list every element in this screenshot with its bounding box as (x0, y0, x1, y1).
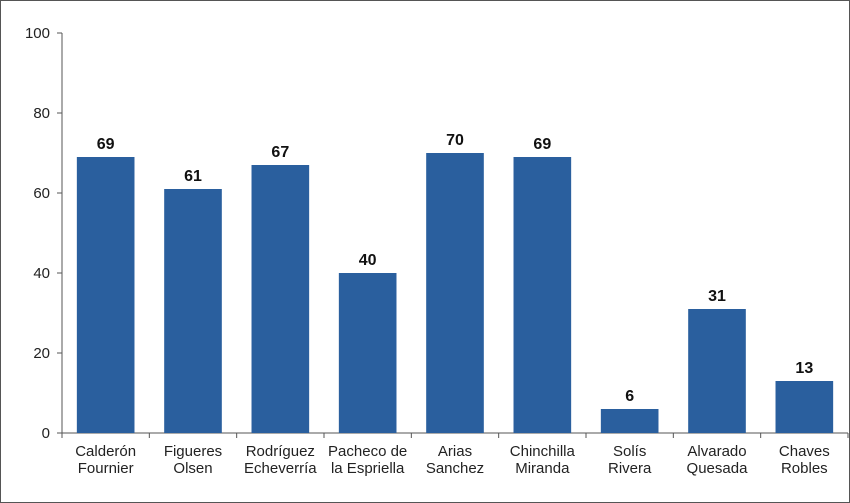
x-category-label: Robles (781, 460, 828, 477)
x-category-label: Solís (613, 443, 646, 460)
bar (775, 381, 834, 433)
x-category-label: Alvarado (687, 443, 746, 460)
x-category-label: Quesada (687, 460, 749, 477)
bar (513, 157, 572, 433)
x-category-label: Rivera (608, 460, 652, 477)
x-category-label: Miranda (515, 460, 570, 477)
bar-series (76, 153, 834, 433)
bar-value-label: 6 (625, 388, 634, 405)
x-category-label: Olsen (173, 460, 212, 477)
x-category-label: Chaves (779, 443, 830, 460)
x-category-label: Arias (438, 443, 472, 460)
bar-value-label: 13 (795, 360, 813, 377)
bar-value-label: 69 (97, 136, 115, 153)
bar (164, 189, 222, 433)
x-category-label: Sanchez (426, 460, 484, 477)
y-axis: 0 20 40 60 80 100 (25, 25, 63, 442)
bar-value-label: 61 (184, 168, 202, 185)
bar (76, 157, 135, 433)
bar-value-label: 70 (446, 132, 464, 149)
y-tick-label: 40 (33, 265, 50, 282)
x-category-label: Figueres (164, 443, 222, 460)
bar-value-label: 67 (271, 144, 289, 161)
x-category-label: Fournier (78, 460, 134, 477)
y-tick-label: 60 (33, 185, 50, 202)
x-category-label: Echeverría (244, 460, 317, 477)
x-category-label: Chinchilla (510, 443, 576, 460)
x-category-label: la Espriella (331, 460, 405, 477)
x-category-label: Calderón (75, 443, 136, 460)
bar (688, 309, 746, 433)
y-tick-label: 100 (25, 25, 50, 42)
bar-value-label: 69 (533, 136, 551, 153)
x-category-label: Pacheco de (328, 443, 407, 460)
y-tick-label: 20 (33, 345, 50, 362)
bar (426, 153, 484, 433)
bar-value-label: 31 (708, 288, 726, 305)
bar (251, 165, 310, 433)
bar (338, 273, 397, 433)
bar-value-label: 40 (359, 252, 377, 269)
x-category-label: Rodríguez (246, 443, 315, 460)
data-labels: 69 61 67 40 70 69 6 31 13 (97, 132, 814, 405)
bar (600, 409, 659, 433)
y-tick-label: 0 (42, 425, 50, 442)
y-tick-label: 80 (33, 105, 50, 122)
